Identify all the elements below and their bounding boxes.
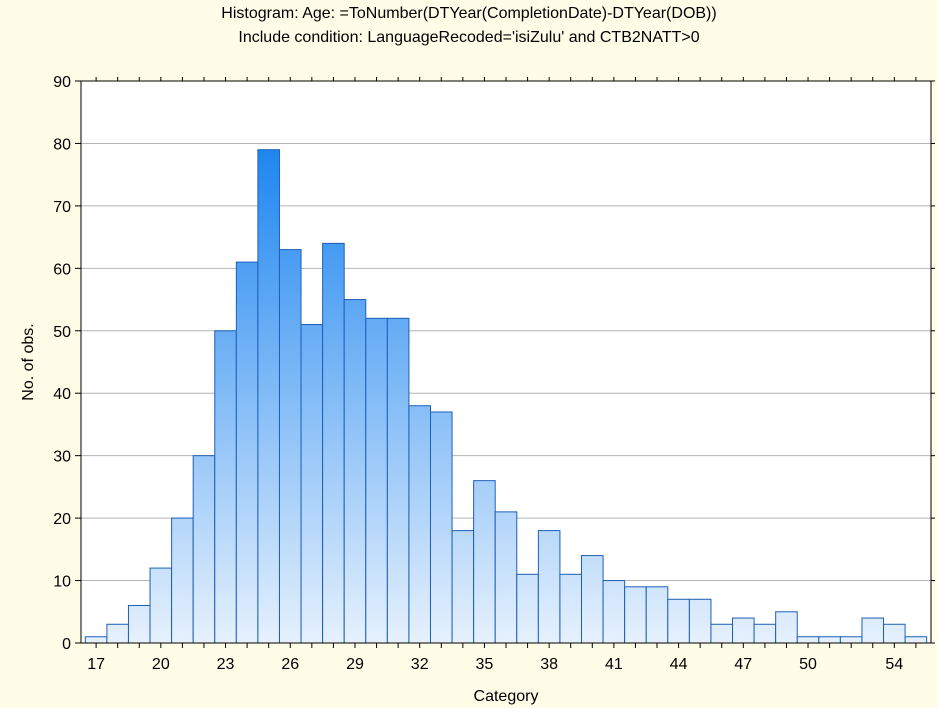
y-tick-label: 80 — [53, 136, 71, 153]
y-tick-label: 30 — [53, 449, 71, 466]
histogram-bar — [516, 573, 539, 644]
histogram-bar — [624, 586, 647, 644]
histogram-bar — [84, 636, 108, 644]
histogram-bar — [171, 517, 194, 644]
histogram-bar — [796, 636, 820, 644]
histogram-bar — [537, 530, 561, 644]
x-tick-label: 23 — [217, 656, 235, 673]
histogram-bar — [365, 317, 388, 644]
histogram-bar — [300, 324, 324, 644]
x-tick-label: 20 — [152, 656, 170, 673]
y-tick-label: 90 — [53, 74, 71, 91]
x-tick-label: 41 — [605, 656, 623, 673]
histogram-bar — [732, 617, 755, 644]
x-axis: 17 20 23 26 29 32 35 38 41 44 47 50 54 — [87, 77, 917, 673]
y-tick-label: 50 — [53, 324, 71, 341]
y-tick-label: 70 — [53, 199, 71, 216]
x-tick-label: 38 — [540, 656, 558, 673]
histogram-bar — [127, 605, 151, 644]
histogram-bar — [559, 573, 582, 644]
histogram-bar — [883, 623, 906, 644]
x-tick-label: 54 — [885, 656, 903, 673]
histogram-bar — [688, 598, 712, 644]
histogram-bar — [192, 455, 216, 644]
histogram-bar — [667, 598, 690, 644]
histogram-bar — [386, 317, 410, 644]
histogram-bar — [149, 567, 173, 644]
x-tick-label: 17 — [87, 656, 105, 673]
histogram-bar — [645, 586, 669, 644]
histogram-bar — [278, 249, 302, 644]
bars — [84, 149, 928, 644]
y-tick-label: 40 — [53, 386, 71, 403]
histogram-bar — [904, 636, 928, 644]
histogram-bar — [602, 580, 626, 644]
histogram-bar — [235, 261, 259, 644]
y-axis-label: No. of obs. — [20, 323, 37, 400]
histogram-bar — [861, 617, 885, 644]
x-tick-label: 35 — [476, 656, 494, 673]
x-tick-label: 50 — [799, 656, 817, 673]
histogram-bar — [494, 511, 518, 644]
histogram-bar — [753, 623, 777, 644]
x-tick-label: 44 — [670, 656, 688, 673]
y-tick-label: 0 — [62, 636, 71, 653]
y-axis: 0 10 20 30 40 50 60 70 80 90 — [53, 74, 935, 653]
x-tick-label: 26 — [281, 656, 299, 673]
histogram-bar — [257, 149, 280, 644]
histogram-bar — [106, 623, 129, 644]
histogram-bar — [581, 555, 604, 644]
y-tick-label: 10 — [53, 574, 71, 591]
chart-title: Histogram: Age: =ToNumber(DTYear(Complet… — [221, 5, 717, 22]
x-tick-label: 32 — [411, 656, 429, 673]
y-tick-label: 20 — [53, 511, 71, 528]
histogram-bar — [343, 299, 367, 644]
x-axis-label: Category — [474, 688, 539, 705]
histogram-bar — [818, 636, 841, 644]
y-tick-label: 60 — [53, 261, 71, 278]
histogram-bar — [473, 480, 496, 644]
histogram-bar — [775, 611, 798, 644]
histogram-bar — [214, 330, 237, 644]
histogram-bar — [408, 405, 431, 644]
histogram-bar — [451, 530, 475, 644]
histogram-bar — [429, 411, 453, 644]
x-tick-label: 29 — [346, 656, 364, 673]
histogram-bar — [710, 623, 734, 644]
histogram-bar — [839, 636, 863, 644]
x-tick-label: 47 — [734, 656, 752, 673]
chart-subtitle: Include condition: LanguageRecoded='isiZ… — [238, 29, 700, 46]
histogram-bar — [322, 242, 345, 644]
